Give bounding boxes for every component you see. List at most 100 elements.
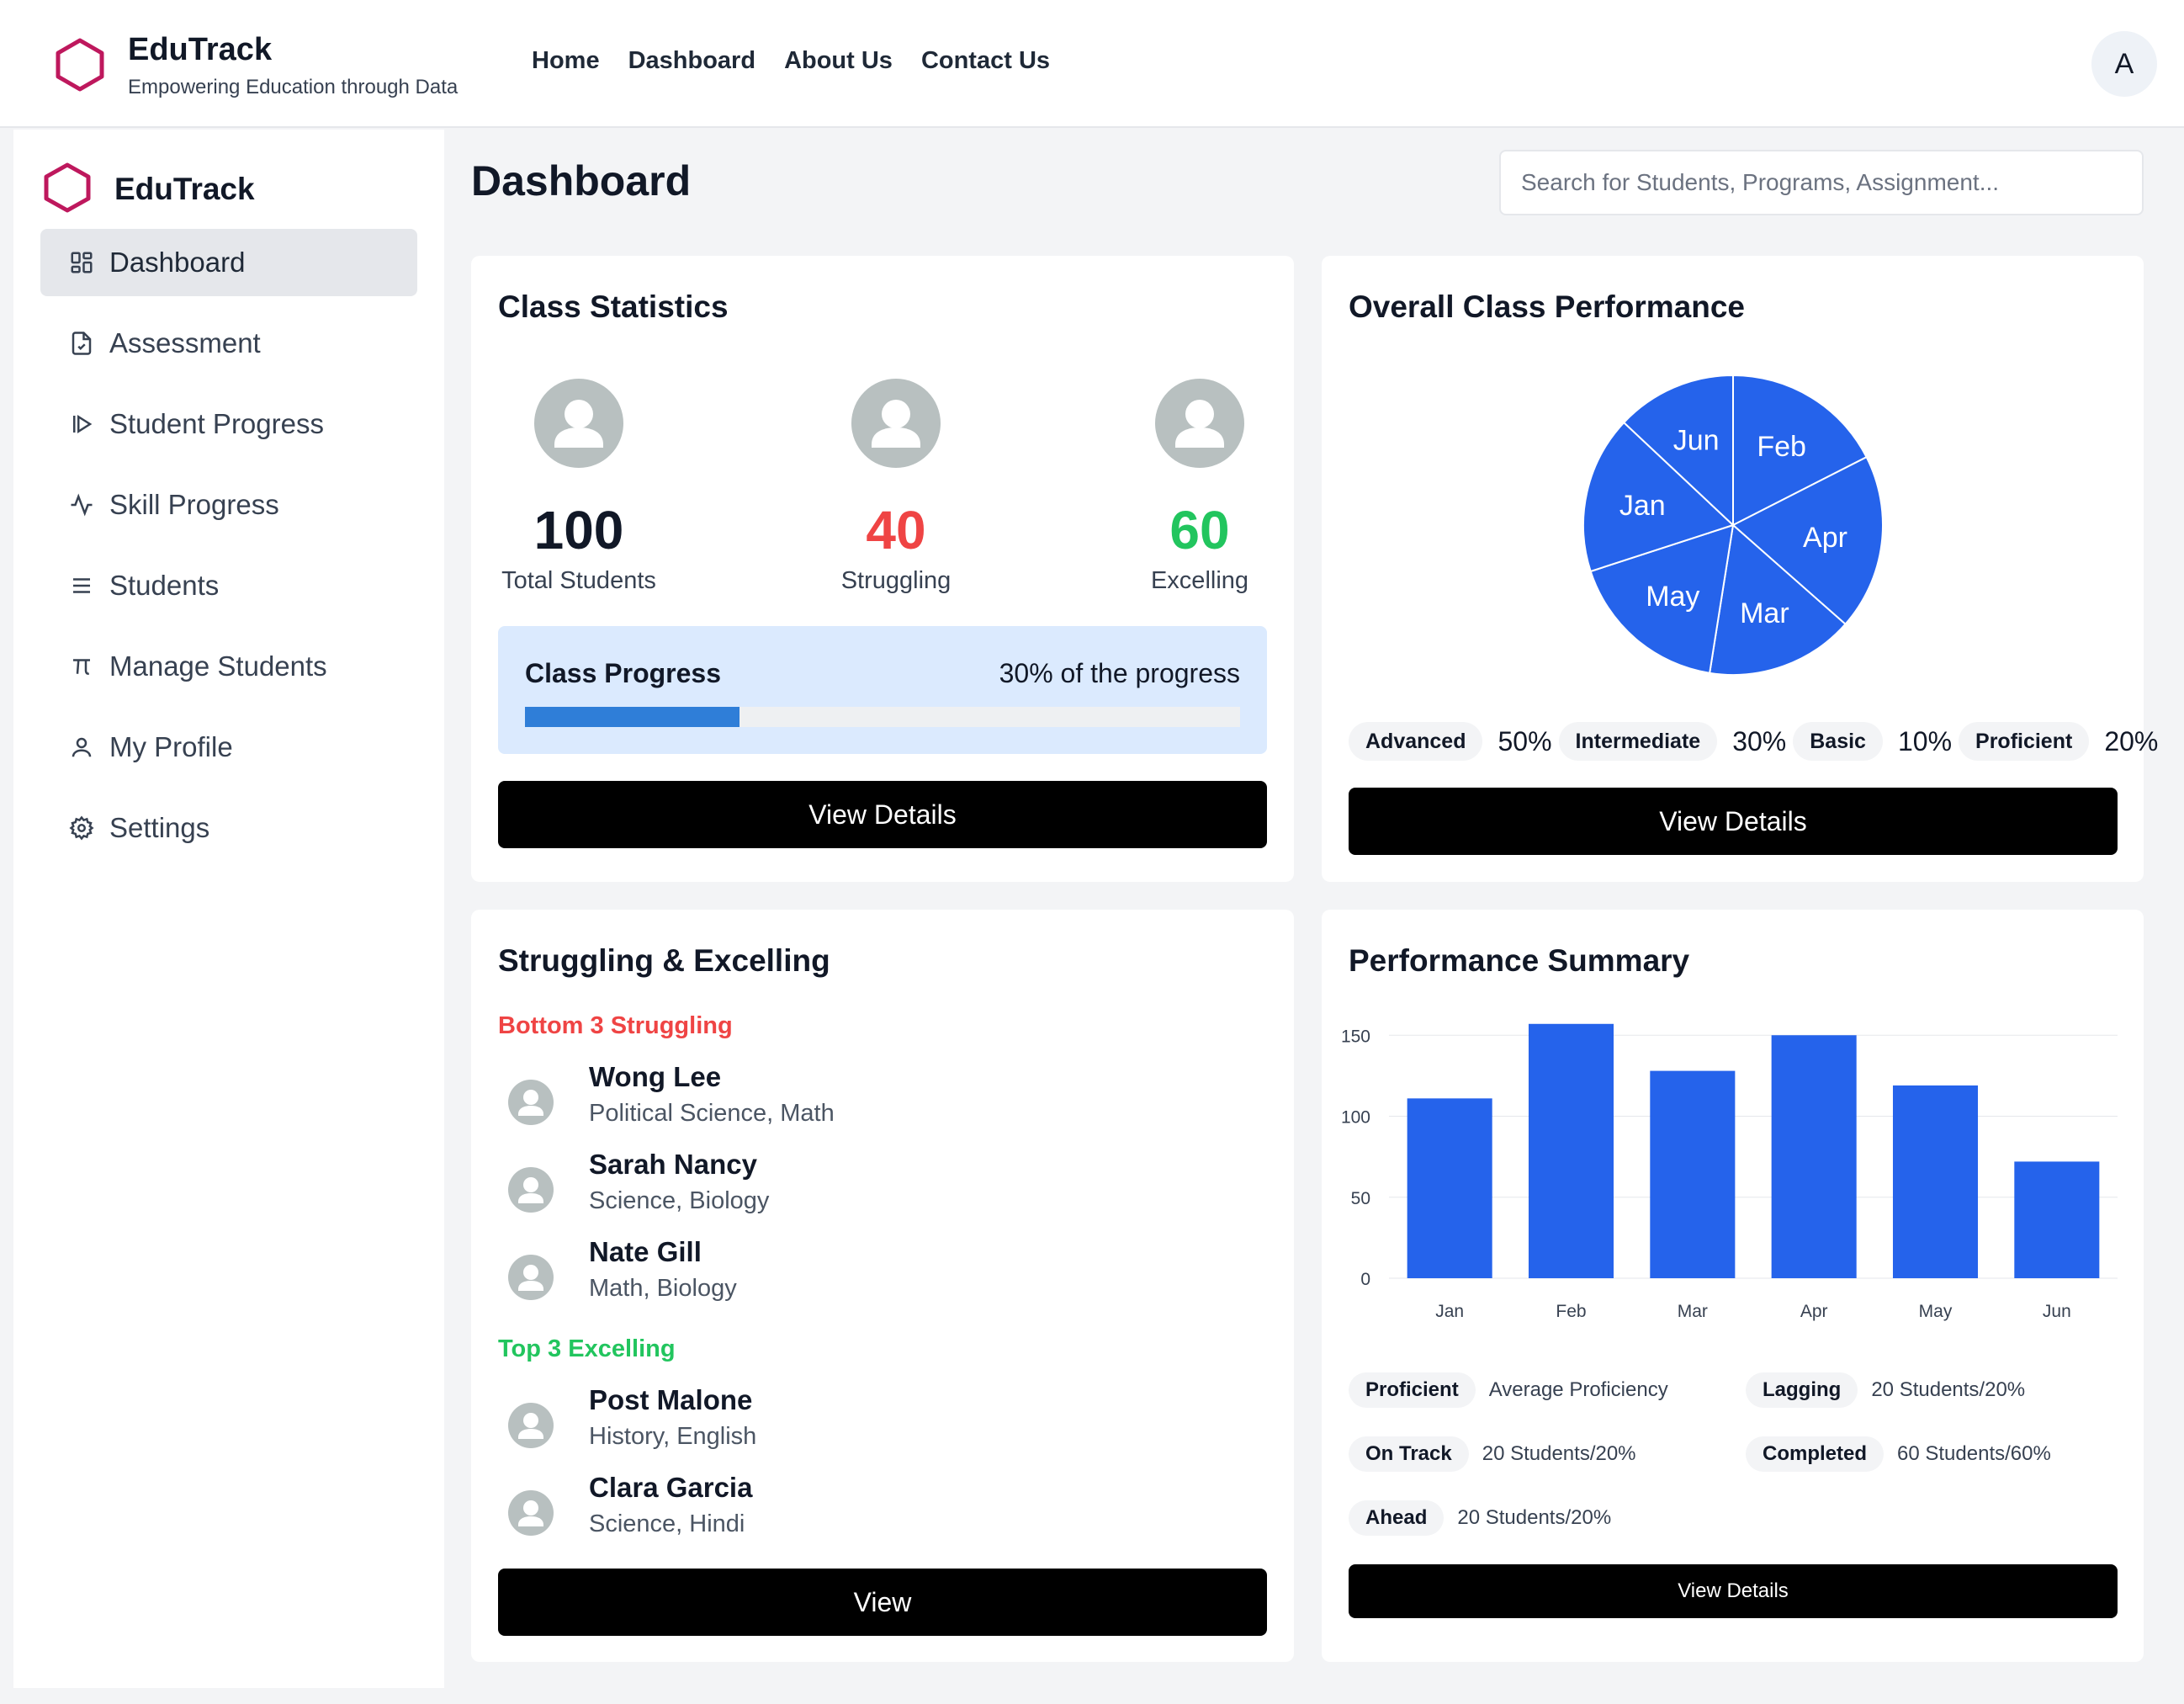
nav-about-us[interactable]: About Us [784, 47, 893, 74]
stat-total-students: 100 Total Students [478, 379, 680, 595]
summary-pill: Ahead [1349, 1500, 1445, 1536]
card-title: Struggling & Excelling [498, 943, 830, 978]
grid-icon [71, 252, 93, 273]
summary-item-lagging: Lagging 20 Students/20% [1746, 1372, 2025, 1408]
stat-label: Excelling [1150, 567, 1249, 594]
card-title: Class Statistics [498, 289, 729, 324]
sidebar-item-label: Dashboard [109, 247, 246, 278]
sidebar-item-settings[interactable]: Settings [40, 794, 417, 862]
bar-may [1892, 1085, 1979, 1278]
view-details-button[interactable]: View Details [498, 781, 1267, 848]
sidebar-item-student-progress[interactable]: Student Progress [40, 390, 417, 458]
bar-jan [1407, 1098, 1492, 1278]
x-tick-label: Apr [1800, 1302, 1828, 1321]
sidebar-item-label: Assessment [109, 327, 261, 358]
pie-slice-label: May [1646, 581, 1699, 613]
student-subjects: History, English [589, 1423, 757, 1450]
class-progress-panel: Class Progress 30% of the progress [498, 626, 1267, 754]
bottom-struggling-label: Bottom 3 Struggling [498, 1012, 733, 1039]
nav-home[interactable]: Home [532, 47, 600, 74]
stat-excelling: 60 Excelling [1099, 379, 1301, 595]
bar-feb [1528, 1023, 1614, 1278]
card-title: Overall Class Performance [1349, 289, 1745, 324]
stat-label: Struggling [840, 567, 952, 594]
view-button[interactable]: View [498, 1569, 1267, 1636]
progress-bar-fill [525, 707, 739, 727]
person-avatar-icon [508, 1080, 554, 1125]
hexagon-logo-icon [56, 38, 104, 92]
student-name: Post Malone [589, 1384, 753, 1415]
activity-icon [71, 493, 93, 517]
nav-dashboard[interactable]: Dashboard [628, 47, 756, 74]
student-name: Sarah Nancy [589, 1149, 757, 1180]
performance-summary-card: Performance Summary 0 50 100 150 Jan Feb Mar Ap… [1322, 910, 2144, 1662]
sidebar-item-dashboard[interactable]: Dashboard [40, 229, 417, 296]
sidebar-item-students[interactable]: Students [40, 552, 417, 619]
summary-pill: Lagging [1746, 1372, 1858, 1408]
x-tick-label: Jan [1435, 1302, 1464, 1321]
sidebar-item-manage-students[interactable]: Manage Students [40, 633, 417, 700]
page-title: Dashboard [471, 157, 692, 204]
class-statistics-card: Class Statistics 100 Total Students 40 S… [471, 256, 1294, 882]
stat-label: Total Students [501, 567, 656, 594]
student-subjects: Political Science, Math [589, 1100, 835, 1127]
person-avatar-icon [1155, 379, 1244, 468]
summary-pill: On Track [1349, 1436, 1469, 1472]
pie-slice-label: Jan [1619, 490, 1666, 522]
sidebar-item-skill-progress[interactable]: Skill Progress [40, 471, 417, 539]
list-item[interactable]: Clara Garcia Science, Hindi [508, 1472, 1097, 1547]
summary-text: 60 Students/60% [1897, 1442, 2051, 1465]
person-avatar-icon [508, 1403, 554, 1448]
y-tick-label: 100 [1341, 1108, 1370, 1128]
summary-pill: Proficient [1349, 1372, 1476, 1408]
pie-slice-jan [1582, 421, 1735, 573]
search-input[interactable] [1499, 150, 2144, 215]
x-tick-label: Jun [2043, 1302, 2071, 1321]
stat-value: 60 [1169, 500, 1230, 560]
legend-pill-basic: Basic [1793, 722, 1883, 761]
pi-icon [73, 659, 90, 675]
nav-contact-us[interactable]: Contact Us [920, 47, 1051, 74]
pie-slice-feb [1732, 374, 1868, 527]
sidebar-item-label: Manage Students [109, 650, 327, 682]
list-item[interactable]: Sarah Nancy Science, Biology [508, 1149, 1097, 1224]
x-tick-label: Mar [1678, 1302, 1708, 1321]
stat-struggling: 40 Struggling [795, 379, 997, 595]
pie-legend: Advanced 50% Intermediate 30% Basic 10% … [1349, 722, 2165, 761]
sidebar-item-assessment[interactable]: Assessment [40, 310, 417, 377]
pie-slice-jun [1622, 374, 1734, 528]
card-title: Performance Summary [1349, 943, 1690, 978]
legend-value: 50% [1498, 725, 1552, 756]
pie-slice-label: Mar [1740, 597, 1789, 629]
top-nav: Home Dashboard About Us Contact Us [532, 47, 1050, 75]
person-avatar-icon [508, 1490, 554, 1536]
list-item[interactable]: Wong Lee Political Science, Math [508, 1061, 1097, 1137]
sidebar-item-my-profile[interactable]: My Profile [40, 714, 417, 781]
user-avatar[interactable]: A [2091, 31, 2157, 97]
stat-value: 100 [533, 500, 624, 560]
progress-bar [525, 707, 1240, 727]
view-details-button[interactable]: View Details [1349, 1564, 2118, 1618]
student-subjects: Science, Biology [589, 1187, 770, 1214]
struggling-excelling-card: Struggling & Excelling Bottom 3 Struggli… [471, 910, 1294, 1662]
y-tick-label: 150 [1341, 1027, 1370, 1046]
person-avatar-icon [851, 379, 941, 468]
summary-item-ahead: Ahead 20 Students/20% [1349, 1500, 1611, 1536]
gear-icon [69, 815, 94, 841]
list-item[interactable]: Post Malone History, English [508, 1384, 1097, 1460]
legend-value: 10% [1897, 725, 1953, 756]
pie-slice-apr [1731, 455, 1884, 626]
x-tick-label: Feb [1556, 1302, 1586, 1321]
top-excelling-label: Top 3 Excelling [498, 1335, 676, 1362]
pie-chart: Feb Apr Mar May Jan Jun [1582, 374, 1884, 676]
view-details-button[interactable]: View Details [1349, 788, 2118, 855]
summary-item-completed: Completed 60 Students/60% [1746, 1436, 2051, 1472]
student-subjects: Science, Hindi [589, 1510, 745, 1537]
legend-value: 20% [2104, 725, 2159, 756]
sidebar-brand-title: EduTrack [114, 172, 255, 206]
sidebar-item-label: Settings [109, 812, 210, 843]
sidebar-item-label: My Profile [109, 731, 233, 762]
hexagon-logo-icon [44, 162, 91, 213]
list-item[interactable]: Nate Gill Math, Biology [508, 1236, 1097, 1312]
pie-slice-label: Jun [1673, 425, 1720, 457]
